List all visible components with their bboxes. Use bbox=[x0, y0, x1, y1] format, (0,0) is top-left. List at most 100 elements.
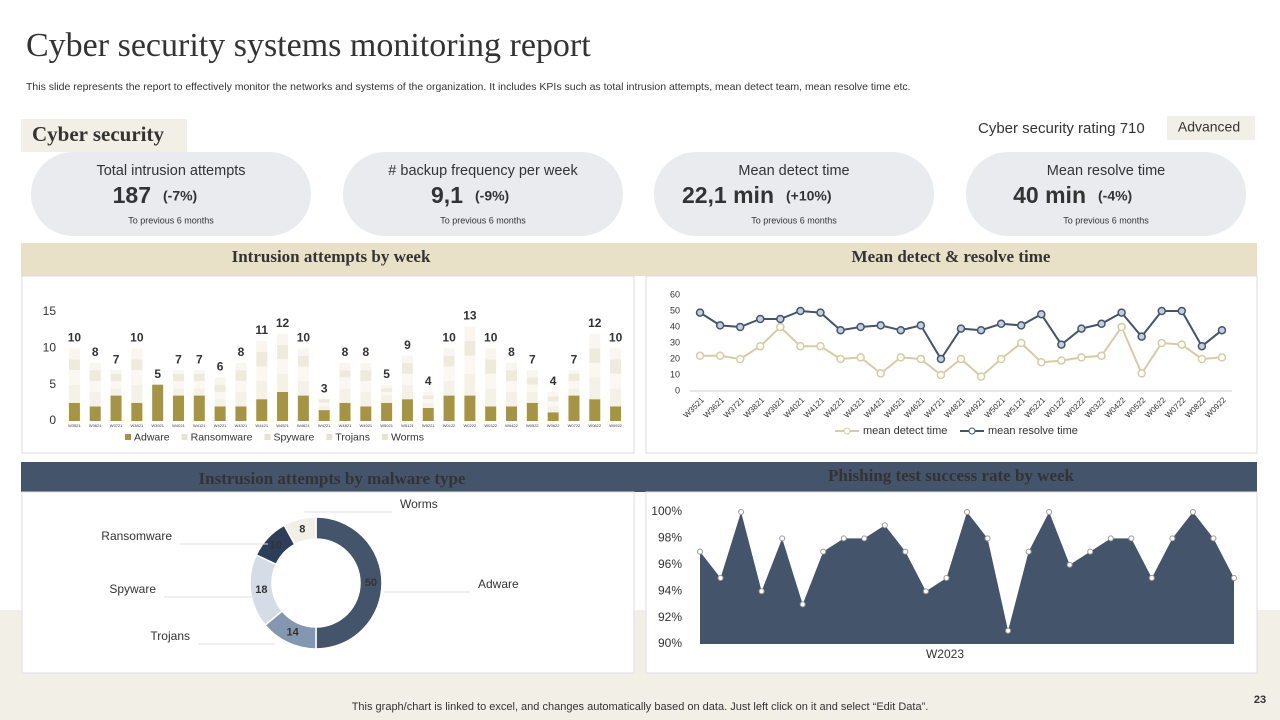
x-tick-label: W4021 bbox=[172, 423, 185, 428]
bar-segment bbox=[339, 362, 351, 371]
marker bbox=[1197, 341, 1207, 351]
marker bbox=[1025, 548, 1032, 555]
bar-segment bbox=[547, 412, 559, 421]
bar-segment bbox=[214, 399, 226, 407]
x-tick-label: W3521 bbox=[68, 423, 81, 428]
total-label: 11 bbox=[255, 323, 268, 337]
marker bbox=[856, 322, 865, 332]
panel bbox=[645, 275, 1258, 454]
bar-segment bbox=[381, 388, 393, 392]
panel bbox=[21, 275, 635, 454]
bar-segment bbox=[589, 333, 601, 349]
bar-segment bbox=[172, 370, 184, 374]
bar-segment bbox=[443, 355, 455, 367]
bar-segment bbox=[256, 381, 268, 400]
marker bbox=[1077, 324, 1086, 333]
bar-segment bbox=[131, 402, 143, 421]
marker bbox=[836, 354, 845, 364]
bar-segment bbox=[547, 406, 559, 413]
total-label: 5 bbox=[383, 367, 390, 381]
marker bbox=[1217, 353, 1227, 362]
bar-segment bbox=[422, 395, 434, 400]
legend-swatch bbox=[264, 434, 271, 440]
marker bbox=[1005, 627, 1012, 634]
total-label: 8 bbox=[508, 345, 515, 359]
marker bbox=[1016, 338, 1026, 348]
x-tick-label: W3621 bbox=[89, 423, 102, 428]
marker bbox=[1137, 332, 1146, 341]
y-tick-label: 100% bbox=[651, 504, 682, 518]
bar-segment bbox=[89, 406, 101, 421]
marker bbox=[836, 325, 845, 335]
bar-segment bbox=[110, 395, 122, 421]
total-label: 8 bbox=[92, 345, 99, 359]
x-tick-label: W4121 bbox=[193, 423, 206, 428]
bar-segment bbox=[401, 373, 413, 385]
bar-segment bbox=[547, 401, 559, 407]
legend-marker bbox=[843, 427, 851, 435]
bar-segment bbox=[381, 402, 393, 421]
marker bbox=[1128, 535, 1135, 542]
badge: Advanced bbox=[1178, 119, 1240, 135]
marker bbox=[984, 535, 991, 542]
bar-segment bbox=[339, 402, 351, 421]
kpi-label: # backup frequency per week bbox=[388, 163, 578, 179]
marker bbox=[735, 354, 745, 364]
bar-segment bbox=[131, 370, 143, 385]
donut-segment bbox=[315, 516, 383, 650]
bar-segment bbox=[131, 348, 143, 360]
bar-segment bbox=[360, 406, 372, 421]
bar-segment bbox=[193, 388, 205, 396]
kpi-note: To previous 6 months bbox=[440, 215, 526, 225]
marker bbox=[996, 319, 1006, 329]
section-tab bbox=[21, 119, 187, 152]
kpi-label: Total intrusion attempts bbox=[96, 163, 245, 179]
x-tick-label: W3821 bbox=[131, 423, 144, 428]
bar-segment bbox=[464, 355, 476, 374]
marker bbox=[820, 548, 827, 555]
y-tick-label: 94% bbox=[658, 583, 682, 597]
x-tick-label: W0722 bbox=[568, 423, 581, 428]
legend-label: Spyware bbox=[273, 431, 314, 443]
bar-segment bbox=[360, 381, 372, 392]
data-label: 14 bbox=[286, 627, 299, 639]
bar-segment bbox=[568, 370, 580, 374]
total-label: 10 bbox=[130, 331, 144, 345]
legend-marker bbox=[968, 427, 976, 435]
bar-segment bbox=[485, 406, 497, 421]
total-label: 8 bbox=[362, 345, 369, 359]
marker bbox=[856, 353, 865, 362]
total-label: 7 bbox=[196, 352, 203, 366]
marker bbox=[816, 341, 825, 351]
marker bbox=[715, 351, 725, 361]
total-label: 7 bbox=[529, 352, 536, 366]
bar-segment bbox=[610, 373, 622, 389]
kpi-change: (-4%) bbox=[1098, 188, 1132, 204]
bar-segment bbox=[172, 388, 184, 396]
kpi-change: (-7%) bbox=[163, 188, 197, 204]
total-label: 9 bbox=[404, 338, 411, 352]
chart-title: Instrusion attempts by malware type bbox=[199, 469, 466, 488]
marker bbox=[1177, 340, 1187, 349]
bar-segment bbox=[256, 341, 268, 352]
legend-label: mean resolve time bbox=[988, 425, 1078, 437]
bar-segment bbox=[485, 373, 497, 389]
y-tick-label: 10 bbox=[670, 369, 680, 379]
total-label: 13 bbox=[463, 309, 477, 323]
marker bbox=[896, 353, 906, 362]
bar-segment bbox=[401, 362, 413, 374]
bar-segment bbox=[256, 366, 268, 382]
bar-segment bbox=[589, 377, 601, 400]
bar-segment bbox=[193, 370, 205, 374]
bar-segment bbox=[297, 348, 309, 356]
bar-segment bbox=[360, 391, 372, 407]
total-label: 12 bbox=[276, 316, 290, 330]
legend-label: mean detect time bbox=[863, 425, 947, 437]
x-tick-label: W0322 bbox=[484, 423, 497, 428]
bar-segment bbox=[152, 384, 164, 421]
marker bbox=[738, 509, 745, 515]
marker bbox=[1037, 357, 1046, 367]
y-tick-label: 90% bbox=[658, 636, 682, 650]
marker bbox=[697, 548, 703, 555]
chart-title: Phishing test success rate by week bbox=[828, 466, 1075, 485]
